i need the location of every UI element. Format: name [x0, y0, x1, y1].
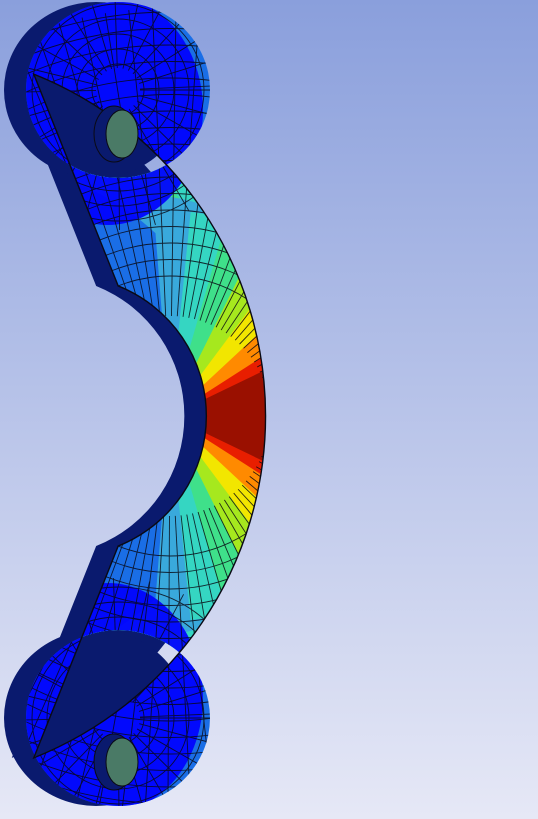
mounting-hole-top-icon[interactable] [93, 105, 139, 163]
mesh-ring [26, 77, 266, 755]
mesh-spoke [26, 728, 100, 791]
hole-bore [105, 737, 139, 787]
mesh-ring [26, 94, 266, 738]
mounting-hole-bottom-icon[interactable] [93, 733, 139, 791]
contour-band [170, 352, 266, 480]
mesh-spoke [127, 2, 184, 71]
mesh-ring [26, 143, 266, 689]
hole-bore [105, 109, 139, 159]
mesh-spoke [77, 2, 113, 70]
part-outline [32, 72, 267, 760]
mesh-spoke [132, 2, 214, 75]
mesh-spoke [208, 507, 266, 792]
mesh-spoke [113, 2, 118, 69]
mesh-ring [26, 127, 266, 705]
mesh-ring [26, 242, 266, 590]
mesh-spoke [36, 30, 138, 322]
mesh-ring [26, 160, 266, 672]
mesh-spoke [210, 43, 266, 325]
mesh-spoke [128, 736, 190, 806]
mesh-spoke [122, 2, 151, 69]
mesh-spoke [213, 505, 266, 783]
mesh-spoke [26, 22, 99, 80]
mesh-spoke [26, 56, 97, 86]
mesh-spoke [44, 2, 107, 72]
mesh-ring [26, 259, 266, 573]
mesh-spoke [167, 515, 170, 806]
mesh-spoke [174, 515, 192, 806]
mesh-ring [26, 226, 266, 606]
mesh-spoke [26, 90, 97, 94]
mesh-ring [26, 61, 266, 771]
